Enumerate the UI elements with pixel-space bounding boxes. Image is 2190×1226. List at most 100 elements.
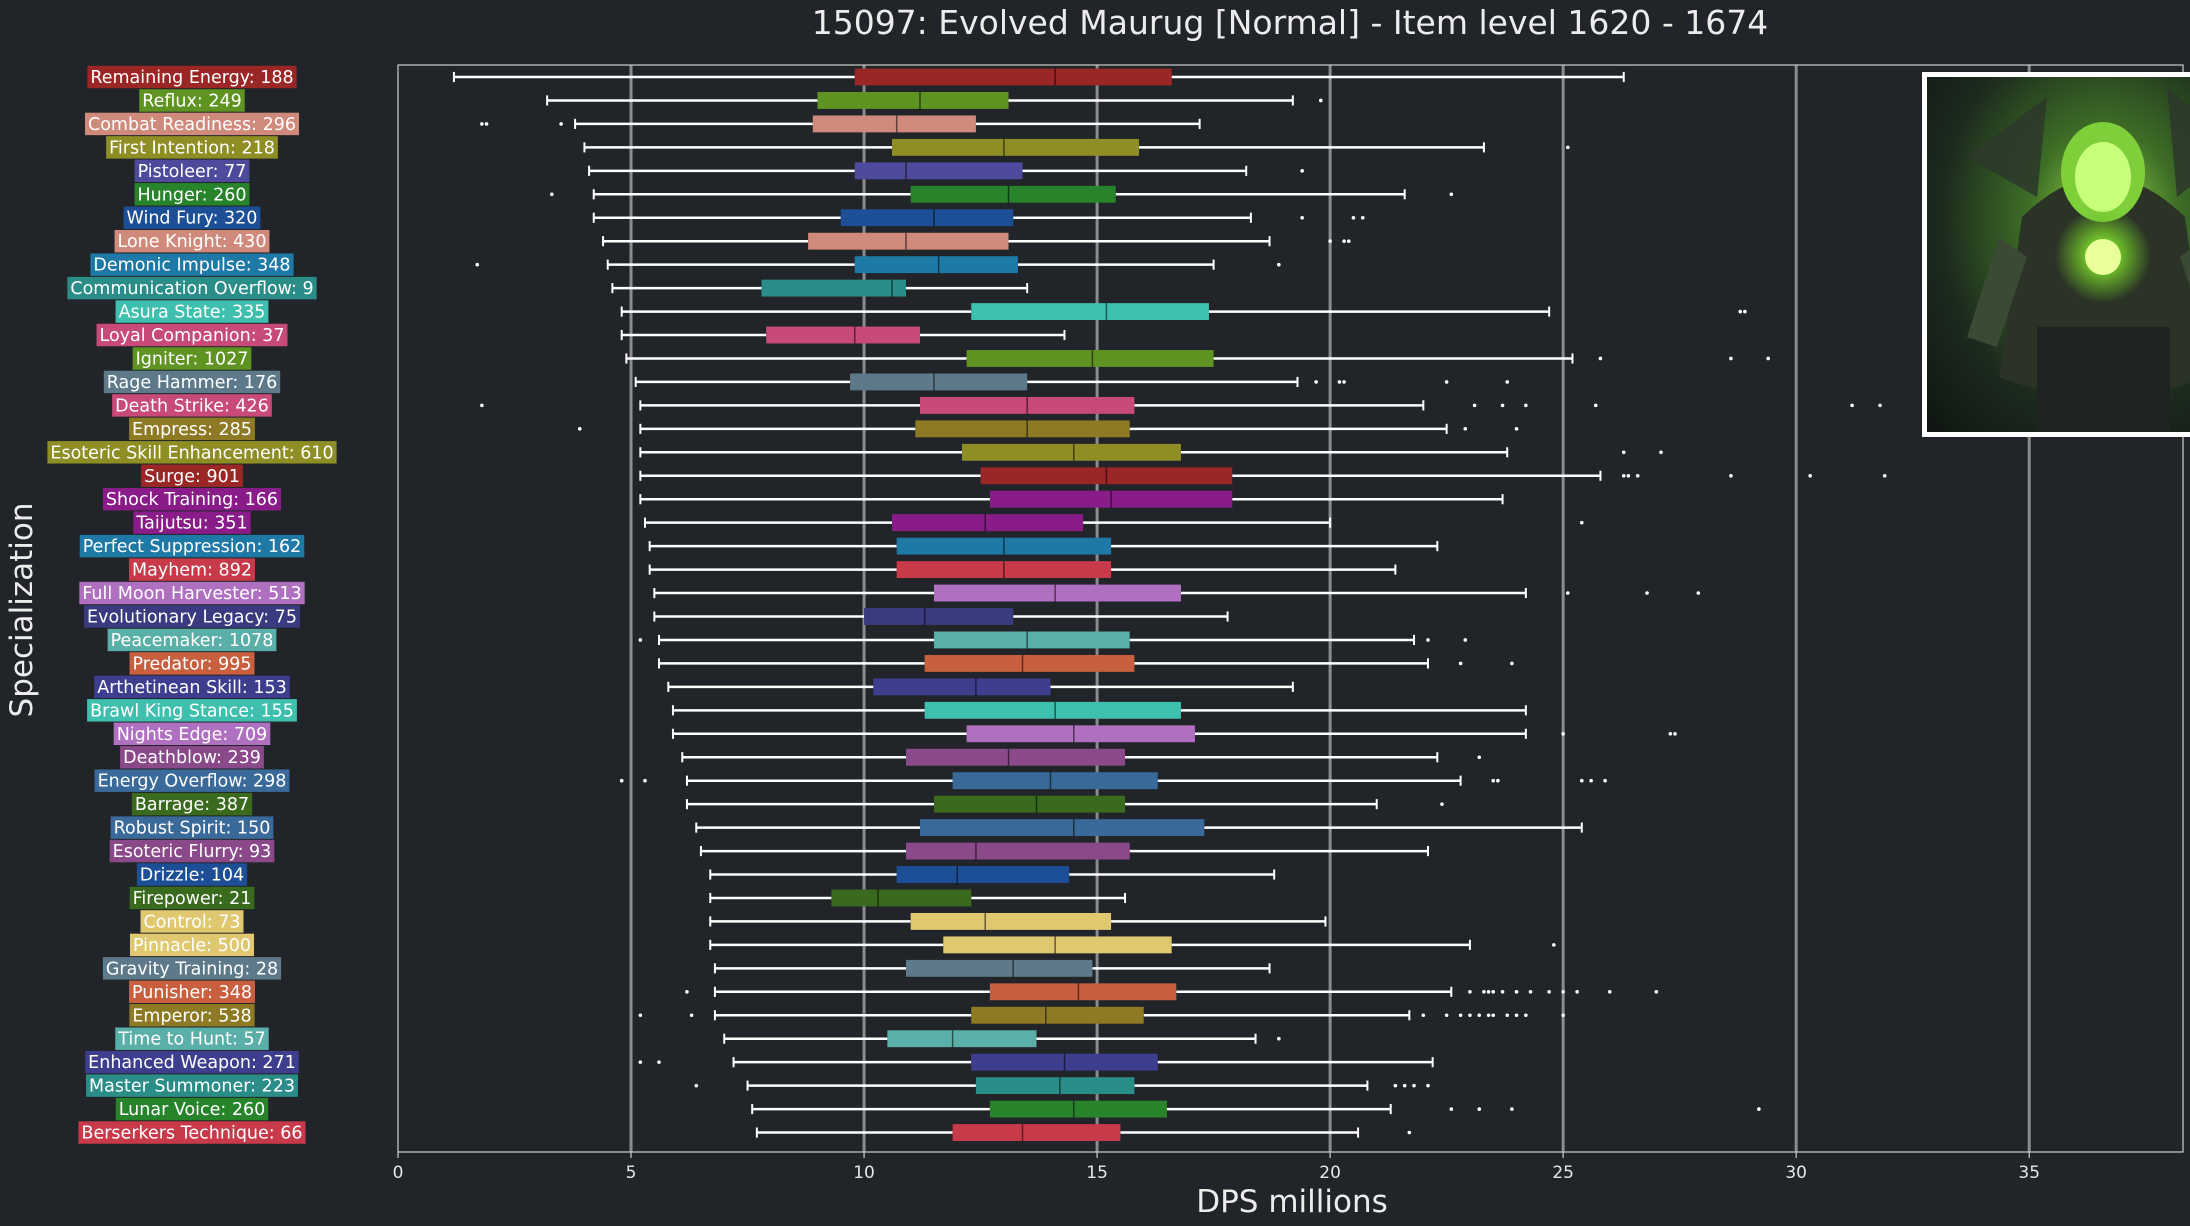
- outlier-point: [1561, 1013, 1565, 1018]
- outlier-point: [1440, 802, 1444, 806]
- spec-label-bg-9: [67, 276, 317, 300]
- outlier-point: [1598, 356, 1603, 361]
- spec-label-bg-33: [109, 839, 275, 863]
- iqr-box: [933, 795, 1126, 813]
- outlier-point: [1477, 1107, 1482, 1111]
- box-8: [475, 256, 1281, 274]
- outlier-point: [1421, 1013, 1426, 1018]
- y-axis-title: Specialization: [4, 503, 40, 718]
- outlier-point: [1463, 638, 1468, 642]
- box-42: [638, 1053, 1434, 1071]
- iqr-box: [892, 514, 1084, 532]
- box-30: [619, 772, 1607, 790]
- spec-label-44: Lunar Voice: 260: [119, 1100, 266, 1120]
- spec-label-16: Esoteric Skill Enhancement: 610: [50, 443, 333, 463]
- outlier-point: [1449, 192, 1454, 197]
- outlier-point: [1500, 990, 1505, 994]
- box-12: [625, 350, 1771, 367]
- spec-label-24: Peacemaker: 1078: [111, 631, 274, 651]
- spec-label-bg-12: [132, 347, 252, 370]
- spec-label-bg-18: [102, 487, 282, 511]
- outlier-point: [1444, 380, 1449, 384]
- iqr-box: [910, 912, 1112, 930]
- box-7: [602, 232, 1351, 250]
- iqr-box: [896, 866, 1070, 883]
- outlier-point: [1808, 473, 1812, 478]
- iqr-box: [924, 654, 1135, 672]
- spec-label-3: First Intention: 218: [109, 138, 275, 158]
- outlier-point: [1589, 778, 1593, 783]
- outlier-point: [1393, 1083, 1398, 1088]
- iqr-box: [961, 443, 1181, 461]
- outlier-point: [1514, 990, 1519, 994]
- outlier-point: [1528, 990, 1533, 994]
- outlier-point: [1621, 450, 1626, 455]
- outlier-point: [1621, 473, 1626, 478]
- outlier-point: [1407, 1130, 1412, 1135]
- box-21: [648, 561, 1397, 579]
- spec-label-bg-41: [115, 1027, 269, 1050]
- iqr-box: [952, 1124, 1121, 1141]
- spec-label-17: Surge: 901: [144, 467, 240, 487]
- spec-label-9: Communication Overflow: 9: [70, 279, 313, 299]
- plot-area-frame: [397, 64, 2184, 1153]
- outlier-point: [1300, 169, 1304, 173]
- outlier-point: [1351, 215, 1356, 220]
- outlier-point: [1426, 1083, 1430, 1088]
- iqr-box: [919, 819, 1205, 837]
- outlier-point: [1659, 450, 1663, 455]
- outlier-point: [1472, 403, 1477, 408]
- iqr-box: [766, 326, 920, 344]
- outlier-point: [1458, 661, 1463, 666]
- iqr-box: [840, 209, 1014, 227]
- spec-label-18: Shock Training: 166: [106, 490, 278, 510]
- iqr-box: [906, 842, 1130, 860]
- iqr-box: [892, 138, 1140, 156]
- box-19: [644, 514, 1584, 532]
- spec-label-bg-22: [79, 581, 305, 605]
- outlier-point: [1342, 380, 1346, 384]
- grid-lines: [629, 65, 2031, 1152]
- box-15: [577, 420, 1519, 438]
- spec-label-bg-44: [115, 1097, 269, 1121]
- box-11: [620, 326, 1066, 344]
- outlier-point: [685, 990, 689, 994]
- spec-label-bg-1: [139, 89, 245, 112]
- outlier-point: [1514, 427, 1519, 431]
- iqr-box: [924, 701, 1181, 719]
- x-tick-label-30: 30: [1785, 1163, 1807, 1183]
- iqr-box: [989, 1100, 1167, 1118]
- box-43: [694, 1077, 1430, 1095]
- outlier-point: [638, 1013, 643, 1018]
- iqr-box: [817, 92, 1009, 109]
- box-17: [639, 467, 1887, 485]
- outlier-point: [1729, 356, 1733, 361]
- outlier-point: [1342, 239, 1346, 243]
- outlier-point: [1579, 520, 1584, 525]
- iqr-box: [952, 772, 1158, 790]
- box-44: [751, 1100, 1761, 1118]
- outlier-point: [1743, 309, 1747, 314]
- outlier-point: [549, 192, 554, 197]
- outlier-point: [1346, 239, 1351, 243]
- outlier-point: [1575, 990, 1579, 994]
- box-37: [709, 936, 1556, 954]
- outlier-point: [1505, 380, 1510, 384]
- spec-label-bg-27: [87, 699, 297, 722]
- box-10: [620, 303, 1747, 321]
- outlier-point: [1360, 215, 1365, 220]
- outlier-point: [1579, 778, 1584, 783]
- box-5: [549, 185, 1454, 203]
- spec-label-23: Evolutionary Legacy: 75: [87, 608, 297, 628]
- iqr-box: [933, 631, 1130, 649]
- outlier-point: [1412, 1083, 1416, 1088]
- box-32: [695, 819, 1583, 837]
- x-tick-label-35: 35: [2018, 1163, 2040, 1183]
- spec-label-bg-36: [140, 910, 244, 933]
- box-4: [588, 162, 1304, 180]
- boss-portrait-image: [1967, 87, 2190, 432]
- outlier-point: [1496, 778, 1500, 783]
- spec-label-bg-32: [110, 816, 274, 839]
- spec-label-bg-29: [120, 746, 264, 769]
- x-axis-title: DPS millions: [1196, 1184, 1388, 1220]
